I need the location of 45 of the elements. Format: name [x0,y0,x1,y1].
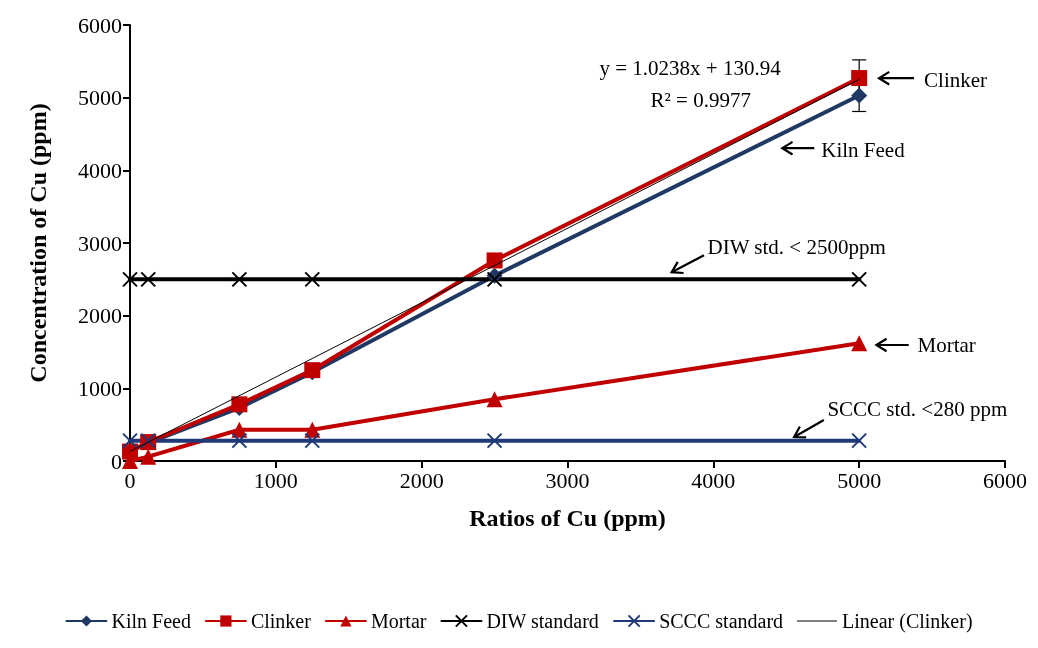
annotation: R² = 0.9977 [650,87,751,112]
x-axis-title: Ratios of Cu (ppm) [469,505,666,531]
point [231,432,248,449]
y-tick-label: 0 [111,448,122,474]
y-axis-title: Concentration of Cu (ppm) [25,103,51,383]
point [231,271,248,288]
point [851,271,868,288]
y-tick-label: 6000 [78,12,122,38]
legend-label: Kiln Feed [111,610,191,632]
point [851,70,868,87]
y-tick-label: 2000 [78,303,122,329]
legend-label: SCCC standard [659,610,784,632]
legend-label: DIW standard [486,610,599,632]
annotation: Clinker [924,67,988,92]
point [122,271,138,288]
y-tick-label: 5000 [78,85,122,111]
point [851,432,868,449]
point [486,391,503,408]
x-tick-label: 5000 [837,467,882,493]
x-tick-label: 4000 [691,467,736,493]
point [304,432,321,449]
point [140,448,157,465]
point [851,335,868,352]
legend-label: Mortar [370,610,427,632]
annotation: Mortar [917,332,976,357]
point [122,432,138,449]
annotation: DIW std. < 2500ppm [707,234,886,259]
point [851,87,868,104]
point [486,271,503,288]
legend-label: Linear (Clinker) [842,610,973,633]
y-tick-label: 1000 [78,375,122,401]
annotation: y = 1.0238x + 130.94 [599,56,781,81]
annotation: SCCC std. <280 ppm [827,397,1008,422]
x-tick-label: 3000 [545,467,590,493]
point [486,432,503,449]
x-tick-label: 6000 [983,467,1027,493]
annotation: Kiln Feed [821,137,905,162]
point [140,271,157,288]
x-tick-label: 2000 [399,467,444,493]
point [304,271,321,288]
y-tick-label: 3000 [78,230,122,256]
point [486,252,503,269]
y-tick-label: 4000 [78,157,122,183]
legend-label: Clinker [250,610,312,632]
x-tick-label: 1000 [253,467,298,493]
